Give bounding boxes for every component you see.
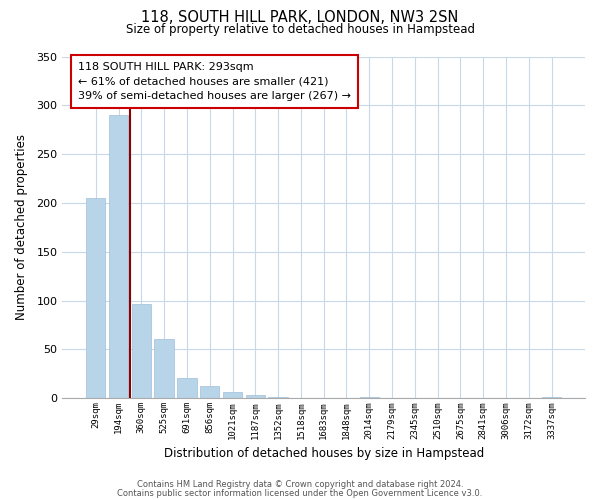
Y-axis label: Number of detached properties: Number of detached properties [15, 134, 28, 320]
Text: Contains public sector information licensed under the Open Government Licence v3: Contains public sector information licen… [118, 488, 482, 498]
Text: 118 SOUTH HILL PARK: 293sqm
← 61% of detached houses are smaller (421)
39% of se: 118 SOUTH HILL PARK: 293sqm ← 61% of det… [78, 62, 351, 101]
Text: 118, SOUTH HILL PARK, LONDON, NW3 2SN: 118, SOUTH HILL PARK, LONDON, NW3 2SN [142, 10, 458, 25]
Bar [154, 338, 174, 398]
Bar [177, 378, 197, 398]
X-axis label: Distribution of detached houses by size in Hampstead: Distribution of detached houses by size … [164, 447, 484, 460]
Text: Size of property relative to detached houses in Hampstead: Size of property relative to detached ho… [125, 22, 475, 36]
Bar [223, 392, 242, 398]
Bar [109, 115, 128, 399]
Text: Contains HM Land Registry data © Crown copyright and database right 2024.: Contains HM Land Registry data © Crown c… [137, 480, 463, 489]
Bar [245, 396, 265, 398]
Bar [131, 304, 151, 398]
Bar [200, 386, 220, 398]
Bar [86, 198, 106, 398]
